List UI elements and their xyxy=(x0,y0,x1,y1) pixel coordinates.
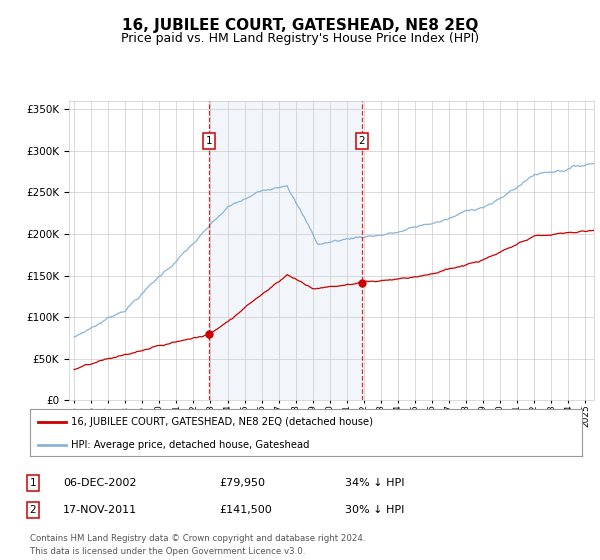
Text: 2: 2 xyxy=(359,136,365,146)
Text: 30% ↓ HPI: 30% ↓ HPI xyxy=(345,505,404,515)
Bar xyxy=(209,101,362,400)
Text: HPI: Average price, detached house, Gateshead: HPI: Average price, detached house, Gate… xyxy=(71,440,310,450)
Text: 17-NOV-2011: 17-NOV-2011 xyxy=(63,505,137,515)
Text: 1: 1 xyxy=(29,478,37,488)
Text: 16, JUBILEE COURT, GATESHEAD, NE8 2EQ (detached house): 16, JUBILEE COURT, GATESHEAD, NE8 2EQ (d… xyxy=(71,417,373,427)
Text: 2: 2 xyxy=(29,505,37,515)
Text: 16, JUBILEE COURT, GATESHEAD, NE8 2EQ: 16, JUBILEE COURT, GATESHEAD, NE8 2EQ xyxy=(122,18,478,33)
Text: 06-DEC-2002: 06-DEC-2002 xyxy=(63,478,137,488)
Text: £141,500: £141,500 xyxy=(219,505,272,515)
Text: £79,950: £79,950 xyxy=(219,478,265,488)
Text: 34% ↓ HPI: 34% ↓ HPI xyxy=(345,478,404,488)
Text: 1: 1 xyxy=(206,136,212,146)
Text: Contains HM Land Registry data © Crown copyright and database right 2024.
This d: Contains HM Land Registry data © Crown c… xyxy=(30,534,365,556)
Text: Price paid vs. HM Land Registry's House Price Index (HPI): Price paid vs. HM Land Registry's House … xyxy=(121,32,479,45)
